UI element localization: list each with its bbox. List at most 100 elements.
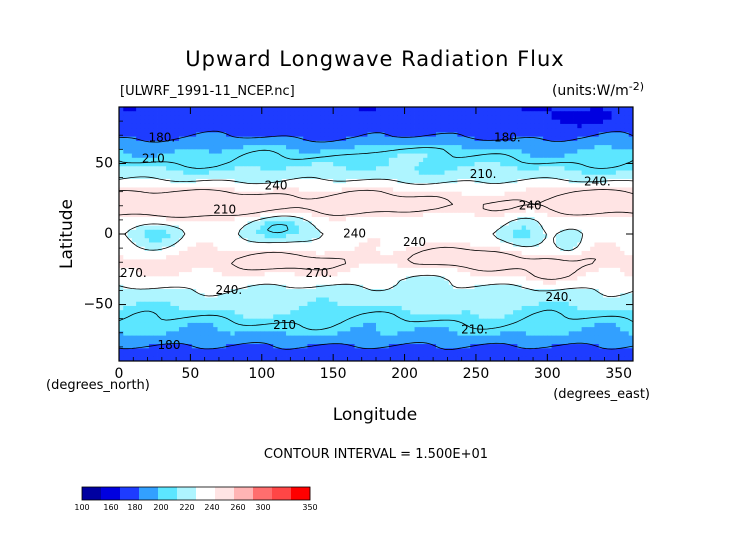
heatmap-cell [367,200,373,205]
heatmap-cell [590,212,595,218]
heatmap-cell [418,136,424,142]
heatmap-cell [174,276,180,281]
heatmap-cell [517,276,523,281]
heatmap-cell [191,145,197,150]
heatmap-cell [294,250,300,256]
heatmap-cell [230,162,236,167]
heatmap-cell [444,208,450,214]
heatmap-cell [290,136,296,142]
heatmap-cell [170,212,176,218]
heatmap-cell [564,136,570,142]
heatmap-cell [555,170,561,176]
heatmap-cell [551,174,557,180]
heatmap-cell [380,280,385,286]
heatmap-cell [213,225,218,231]
heatmap-cell [435,238,441,243]
heatmap-cell [560,221,565,226]
heatmap-cell [178,259,184,265]
heatmap-cell [247,149,253,154]
heatmap-cell [286,238,291,243]
heatmap-cell [380,250,385,256]
heatmap-cell [525,263,531,269]
heatmap-cell [320,166,325,171]
heatmap-cell [376,183,381,188]
heatmap-cell [371,183,377,188]
heatmap-cell [525,217,531,222]
heatmap-cell [281,276,287,281]
heatmap-cell [470,195,475,201]
heatmap-cell [555,157,561,163]
heatmap-cell [144,238,150,243]
heatmap-cell [148,234,154,239]
heatmap-cell [311,276,317,281]
heatmap-cell [213,280,218,286]
heatmap-cell [624,162,630,167]
heatmap-cell [590,217,595,222]
heatmap-cell [371,246,377,252]
heatmap-cell [457,149,463,154]
heatmap-cell [273,178,278,184]
heatmap-cell [354,272,360,277]
heatmap-cell [273,187,278,193]
heatmap-cell [131,183,137,188]
heatmap-cell [358,246,364,252]
heatmap-cell [371,272,377,277]
heatmap-cell [268,200,274,205]
heatmap-cell [127,246,133,252]
heatmap-cell [346,242,351,248]
heatmap-cell [341,115,347,121]
heatmap-cell [611,111,617,116]
heatmap-cell [543,170,548,176]
heatmap-cell [478,115,484,121]
heatmap-cell [508,187,514,193]
heatmap-cell [534,276,540,281]
heatmap-cell [277,250,283,256]
heatmap-cell [170,200,176,205]
heatmap-cell [358,234,364,239]
heatmap-cell [615,162,621,167]
heatmap-cell [521,238,527,243]
heatmap-cell [316,145,321,150]
heatmap-cell [598,170,604,176]
heatmap-cell [397,212,403,218]
heatmap-cell [153,229,158,235]
heatmap-cell [119,200,124,205]
heatmap-cell [534,119,540,125]
heatmap-cell [607,170,612,176]
heatmap-cell [491,128,497,133]
heatmap-cell [388,157,394,163]
heatmap-cell [217,250,223,256]
heatmap-cell [478,272,484,277]
heatmap-cell [316,174,321,180]
heatmap-cell [564,183,570,188]
heatmap-cell [547,272,553,277]
heatmap-cell [504,145,510,150]
heatmap-cell [555,255,561,260]
heatmap-cell [410,195,415,201]
heatmap-cell [560,123,565,129]
heatmap-cell [478,259,484,265]
heatmap-cell [264,246,270,252]
heatmap-cell [628,276,634,281]
heatmap-cell [380,115,385,121]
heatmap-cell [256,255,261,260]
heatmap-cell [367,272,373,277]
heatmap-cell [521,195,527,201]
heatmap-cell [316,280,321,286]
heatmap-cell [483,195,488,201]
heatmap-cell [504,115,510,121]
heatmap-cell [615,145,621,150]
heatmap-cell [170,225,176,231]
heatmap-cell [324,149,330,154]
heatmap-cell [333,187,338,193]
heatmap-cell [268,132,274,138]
heatmap-cell [440,234,445,239]
heatmap-cell [153,174,158,180]
heatmap-cell [478,195,484,201]
heatmap-cell [200,191,206,197]
heatmap-cell [281,166,287,171]
heatmap-cell [157,170,163,176]
heatmap-cell [504,128,510,133]
heatmap-cell [230,153,236,159]
heatmap-cell [453,145,458,150]
